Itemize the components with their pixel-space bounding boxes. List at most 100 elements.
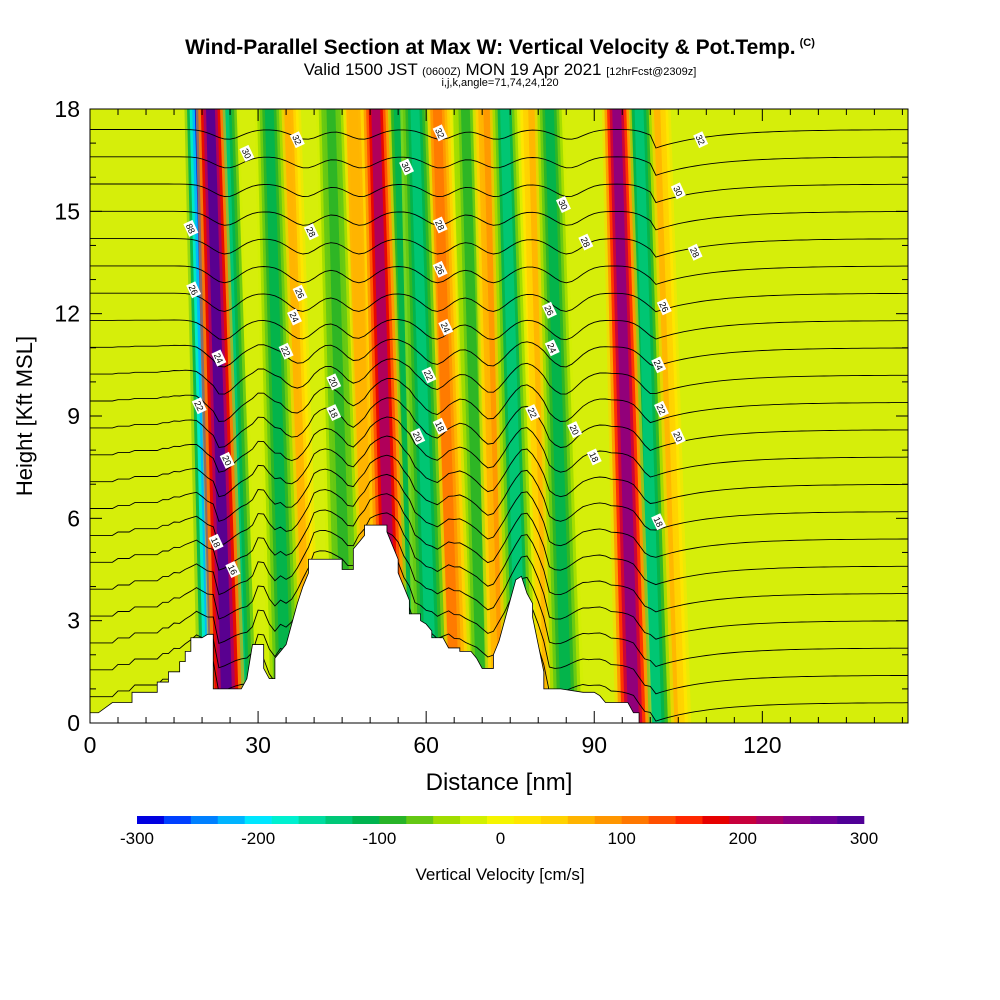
theta-contour-label: 30 — [670, 182, 686, 200]
theta-contour-label: 24 — [287, 308, 302, 326]
theta-contour-label: 24 — [544, 339, 560, 357]
svg-text:20: 20 — [220, 454, 233, 467]
svg-text:22: 22 — [526, 406, 539, 419]
theta-contour-label: 22 — [525, 404, 541, 422]
y-tick-label: 0 — [67, 710, 80, 736]
colorbar-swatch — [352, 816, 380, 824]
theta-contour-line — [90, 129, 908, 149]
colorbar-swatch — [567, 816, 596, 824]
colorbar-swatch — [433, 816, 461, 824]
x-tick-label: 90 — [581, 732, 607, 758]
svg-text:32: 32 — [290, 133, 303, 146]
colorbar-swatch — [513, 816, 542, 824]
x-tick-label: 120 — [743, 732, 781, 758]
theta-contour-label: 32 — [289, 131, 305, 149]
x-axis-label: Distance [nm] — [426, 769, 573, 796]
colorbar-swatch — [487, 816, 515, 824]
theta-contour-label: 32 — [693, 131, 709, 149]
theta-contour-line — [90, 183, 908, 204]
svg-text:30: 30 — [556, 198, 569, 211]
theta-contour-label: 20 — [219, 451, 235, 469]
colorbar-swatch — [298, 816, 326, 824]
theta-contour-line — [90, 531, 908, 640]
colorbar-swatch — [648, 816, 676, 824]
velocity-band — [634, 109, 662, 723]
theta-contour-line — [90, 338, 908, 368]
theta-contour-line — [90, 551, 908, 668]
svg-text:24: 24 — [545, 341, 558, 354]
svg-text:30: 30 — [240, 147, 253, 160]
chart-title: Wind-Parallel Section at Max W: Vertical… — [0, 36, 1000, 60]
y-axis: 0 3 6 9 12 15 18 — [54, 96, 908, 736]
svg-text:30: 30 — [671, 184, 684, 197]
x-tick-label: 30 — [245, 732, 271, 758]
theta-contour-line — [90, 265, 908, 285]
velocity-band — [410, 109, 438, 723]
velocity-band — [544, 109, 572, 723]
theta-contour-label: 28 — [432, 216, 448, 234]
svg-text:20: 20 — [411, 430, 424, 443]
colorbar-swatch — [756, 816, 784, 824]
theta-contour-label: 18 — [586, 448, 602, 466]
svg-text:18: 18 — [327, 406, 340, 419]
svg-text:26: 26 — [187, 283, 200, 296]
colorbar-swatch — [810, 816, 838, 824]
y-tick-label: 15 — [54, 198, 80, 224]
svg-text:20: 20 — [671, 430, 684, 443]
colorbar-swatch — [163, 816, 192, 824]
velocity-band — [206, 109, 233, 723]
subtitle-valid: Valid 1500 JST — [303, 60, 418, 79]
theta-contour-label: 32 — [432, 124, 448, 142]
theta-contour-line — [90, 156, 908, 176]
svg-text:22: 22 — [279, 345, 292, 358]
colorbar-swatch — [675, 816, 703, 824]
svg-text:26: 26 — [542, 304, 555, 317]
theta-contour-label: 30 — [239, 144, 255, 162]
theta-contour-label: 18 — [651, 513, 667, 531]
svg-text:22: 22 — [192, 399, 205, 412]
svg-text:32: 32 — [694, 133, 707, 146]
y-tick-label: 6 — [67, 505, 80, 531]
svg-text:32: 32 — [433, 126, 446, 139]
chart-title-text: Wind-Parallel Section at Max W: Vertical… — [185, 36, 796, 59]
svg-text:26: 26 — [433, 263, 446, 276]
svg-text:20: 20 — [568, 423, 581, 436]
theta-contour-label: 18 — [432, 417, 448, 435]
theta-contour-label: 16 — [225, 561, 241, 578]
theta-contour-label: 26 — [432, 260, 448, 278]
x-axis: 0 30 60 90 120 — [84, 109, 903, 758]
colorbar-tick-label: -100 — [362, 829, 396, 848]
colorbar-swatch — [217, 816, 246, 824]
colorbar-swatch — [783, 816, 811, 824]
theta-contour-label: 24 — [438, 318, 454, 336]
svg-text:24: 24 — [287, 311, 300, 324]
colorbar-tick-label: 200 — [729, 829, 757, 848]
velocity-band — [612, 109, 640, 723]
svg-text:16: 16 — [226, 563, 239, 576]
svg-text:24: 24 — [212, 352, 225, 365]
svg-text:22: 22 — [422, 369, 435, 382]
theta-contour-line — [90, 358, 908, 395]
theta-contour-label: 20 — [326, 373, 342, 391]
theta-contour-line — [90, 238, 908, 258]
colorbar-swatch — [379, 816, 407, 824]
y-tick-label: 9 — [67, 403, 80, 429]
theta-contour-line — [90, 292, 908, 313]
theta-contour-label: 88 — [183, 219, 199, 237]
svg-text:28: 28 — [304, 225, 317, 238]
colorbar-swatch — [594, 816, 622, 824]
colorbar-swatch — [621, 816, 649, 824]
theta-contour-line — [90, 512, 908, 613]
subtitle-forecast: [12hrFcst@2309z] — [606, 66, 697, 78]
colorbar-swatch — [729, 816, 757, 824]
velocity-band — [264, 109, 292, 723]
subtitle-zulu: (0600Z) — [422, 66, 461, 78]
y-tick-label: 12 — [54, 301, 80, 327]
colorbar: -300 -200 -100 0 100 200 300 — [120, 816, 878, 848]
svg-text:18: 18 — [209, 536, 222, 549]
colorbar-swatch — [137, 816, 165, 824]
theta-contour-label: 22 — [191, 397, 207, 415]
velocity-band — [460, 109, 488, 723]
theta-contour-labels: 88 26 24 22 20 18 16 30 32 28 26 24 22 20 18 30 32 28 26 24… — [183, 124, 709, 578]
svg-text:24: 24 — [439, 321, 452, 334]
